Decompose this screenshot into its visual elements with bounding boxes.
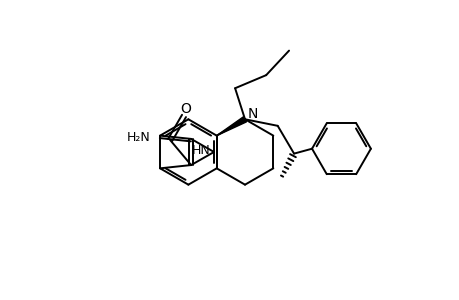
Text: N: N xyxy=(247,107,257,121)
Text: O: O xyxy=(180,102,191,116)
Polygon shape xyxy=(216,117,246,136)
Text: HN: HN xyxy=(191,145,210,158)
Text: H₂N: H₂N xyxy=(126,130,150,143)
